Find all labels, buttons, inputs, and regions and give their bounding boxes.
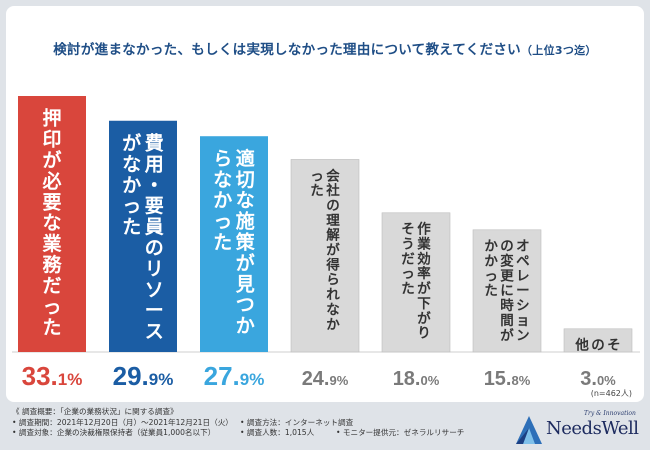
value-label-2: 29.9%: [113, 361, 174, 391]
bar-3: [200, 136, 268, 352]
survey-monitor: • モニター提供元：ゼネラルリサーチ: [336, 428, 465, 437]
sample-size-note: (n=462人): [591, 389, 632, 398]
bar-label-7: その他: [574, 337, 620, 354]
bar-label-2: 費用・要員のリソースがなかった: [122, 131, 163, 342]
bar-2: [109, 120, 177, 353]
logo-brand: NeedsWell: [546, 418, 639, 439]
needswell-logo-icon: [516, 416, 542, 444]
bar-5: [381, 212, 451, 353]
survey-period: • 調査期間：2021年12月20日（月）〜2021年12月21日（火）: [12, 417, 233, 427]
value-label-4: 24.9%: [302, 368, 349, 390]
bar-6: [472, 229, 542, 353]
bar-label-1: 押印が必要な業務だった: [41, 107, 62, 339]
bar-label-3: 適切な施策が見つからなかった: [213, 147, 255, 337]
bar-label-5: 作業効率が下がりそうだった: [401, 221, 431, 342]
survey-count: • 調査人数：1,015人: [240, 428, 315, 437]
bar-label-6: オペレーションの変更に時間がかかった: [484, 239, 530, 344]
survey-target: • 調査対象：企業の決裁権限保持者（従業員1,000名以下）: [12, 428, 216, 437]
survey-summary: 《 調査概要：「企業の業務状況」に関する調査》 • 調査期間：2021年12月2…: [12, 407, 512, 439]
value-label-3: 27.9%: [204, 361, 265, 391]
chart-subtitle: （上位3つ迄）: [520, 44, 597, 57]
bar-1: [18, 96, 86, 352]
bar-7: [563, 328, 633, 353]
value-label-7: 3.0%: [580, 368, 616, 390]
value-label-6: 15.8%: [484, 368, 531, 390]
chart-title: 検討が進まなかった、もしくは実現しなかった理由について教えてください（上位3つ迄…: [53, 42, 597, 58]
value-label-5: 18.0%: [393, 368, 440, 390]
bar-label-4: 会社の理解が得られなかった: [310, 167, 340, 332]
survey-method: • 調査方法：インターネット調査: [240, 417, 354, 427]
bar-chart: 押印が必要な業務だった 33.1% 費用・要員のリソースがなかった 29.9% 適切な施…: [12, 96, 640, 398]
company-logo: Try & Innovation NeedsWell: [514, 410, 639, 446]
bar-4: [290, 159, 360, 353]
value-label-1: 33.1%: [22, 361, 83, 391]
survey-heading: 《 調査概要：「企業の業務状況」に関する調査》: [12, 407, 178, 416]
logo-tagline: Try & Innovation: [584, 410, 636, 417]
